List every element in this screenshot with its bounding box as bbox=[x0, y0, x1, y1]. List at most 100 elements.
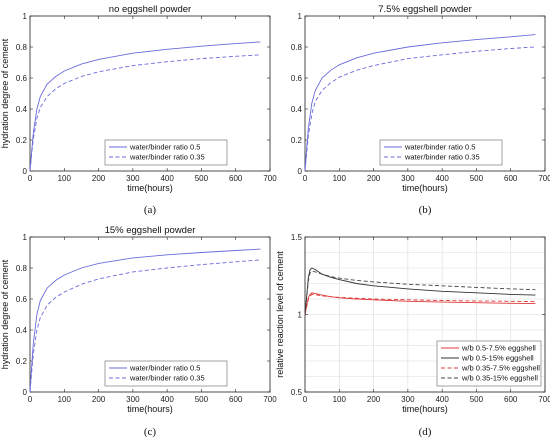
legend-label: w/b 0.5-7.5% eggshell bbox=[461, 344, 536, 353]
y-tick-label: 0.8 bbox=[16, 43, 28, 52]
x-tick-label: 200 bbox=[92, 174, 106, 183]
y-tick-label: 0.6 bbox=[16, 295, 28, 304]
x-tick-label: 600 bbox=[229, 174, 243, 183]
panel-caption: (a) bbox=[144, 204, 157, 216]
x-tick-label: 0 bbox=[303, 395, 308, 404]
legend-box bbox=[104, 139, 228, 166]
y-tick-label: 0.8 bbox=[16, 264, 28, 273]
x-tick-label: 200 bbox=[367, 174, 381, 183]
legend-label: w/b 0.5-15% eggshell bbox=[461, 354, 534, 363]
series-line-1 bbox=[304, 34, 536, 172]
series-line-2 bbox=[29, 54, 261, 172]
panel-caption: (c) bbox=[144, 426, 157, 438]
chart-panel-3: 0 100 200 300 400 500 600 700 0 0.2 0.4 0.6 0.8 1 15% … bbox=[0, 225, 277, 438]
x-axis-label: time(hours) bbox=[127, 404, 173, 414]
series-line-1 bbox=[29, 41, 261, 172]
y-axis-label: relative reaction level of cement bbox=[275, 251, 285, 378]
x-tick-label: 100 bbox=[333, 395, 347, 404]
y-tick-label: 1 bbox=[298, 311, 303, 320]
y-tick-label: 0.4 bbox=[16, 105, 28, 114]
x-tick-label: 300 bbox=[126, 174, 140, 183]
x-tick-label: 300 bbox=[401, 395, 415, 404]
x-tick-label: 300 bbox=[401, 174, 415, 183]
chart-title: 15% eggshell powder bbox=[105, 225, 196, 236]
legend-label: water/binder ratio 0.5 bbox=[129, 364, 200, 373]
y-axis-label: hydration degree of cement bbox=[0, 38, 10, 148]
plot-frame bbox=[29, 15, 271, 172]
legend-label: water/binder ratio 0.35 bbox=[404, 153, 480, 162]
y-tick-label: 0 bbox=[23, 167, 28, 176]
x-tick-label: 500 bbox=[470, 174, 484, 183]
plot-frame bbox=[304, 15, 546, 172]
y-tick-label: 0.6 bbox=[291, 74, 303, 83]
legend-label: water/binder ratio 0.5 bbox=[129, 143, 200, 152]
chart-panel-1: 0 100 200 300 400 500 600 700 0 0.2 0.4 0.6 0.8 1 no e… bbox=[0, 4, 277, 216]
y-tick-label: 0.4 bbox=[291, 105, 303, 114]
x-tick-label: 600 bbox=[504, 174, 518, 183]
x-tick-label: 700 bbox=[538, 174, 550, 183]
x-tick-label: 200 bbox=[367, 395, 381, 404]
x-axis-label: time(hours) bbox=[402, 183, 448, 193]
x-tick-label: 0 bbox=[303, 174, 308, 183]
series-line-2 bbox=[304, 46, 536, 172]
x-tick-label: 400 bbox=[160, 395, 174, 404]
series-line-1 bbox=[29, 248, 261, 393]
legend-label: w/b 0.35-7.5% eggshell bbox=[461, 364, 540, 373]
legend-box bbox=[436, 340, 542, 387]
x-tick-label: 700 bbox=[263, 174, 277, 183]
legend-box bbox=[104, 360, 228, 387]
series-line-2 bbox=[304, 267, 536, 315]
y-tick-label: 1 bbox=[23, 233, 28, 242]
chart-title: 7.5% eggshell powder bbox=[378, 4, 471, 15]
x-tick-label: 700 bbox=[538, 395, 550, 404]
x-tick-label: 500 bbox=[470, 395, 484, 404]
y-tick-label: 0 bbox=[23, 388, 28, 397]
legend-box bbox=[379, 139, 503, 166]
x-axis-label: time(hours) bbox=[402, 404, 448, 414]
panel-caption: (d) bbox=[419, 426, 432, 438]
y-tick-label: 1 bbox=[298, 12, 303, 21]
legend-label: w/b 0.35-15% eggshell bbox=[461, 374, 538, 383]
series-line-1 bbox=[304, 292, 536, 315]
y-tick-label: 0.2 bbox=[291, 136, 303, 145]
y-tick-label: 0.5 bbox=[291, 388, 303, 397]
series-line-4 bbox=[304, 270, 536, 315]
x-tick-label: 0 bbox=[28, 174, 33, 183]
x-tick-label: 500 bbox=[195, 174, 209, 183]
x-tick-label: 400 bbox=[160, 174, 174, 183]
x-tick-label: 700 bbox=[263, 395, 277, 404]
plot-frame bbox=[29, 236, 271, 393]
x-tick-label: 100 bbox=[58, 174, 72, 183]
x-axis-label: time(hours) bbox=[127, 183, 173, 193]
y-tick-label: 1.5 bbox=[291, 233, 303, 242]
x-tick-label: 400 bbox=[435, 395, 449, 404]
x-tick-label: 100 bbox=[58, 395, 72, 404]
x-tick-label: 400 bbox=[435, 174, 449, 183]
legend-label: water/binder ratio 0.35 bbox=[129, 374, 205, 383]
x-tick-label: 500 bbox=[195, 395, 209, 404]
x-tick-label: 0 bbox=[28, 395, 33, 404]
y-tick-label: 0.4 bbox=[16, 326, 28, 335]
x-tick-label: 100 bbox=[333, 174, 347, 183]
chart-panel-2: 0 100 200 300 400 500 600 700 0 0.2 0.4 0.6 0.8 1 7.5%… bbox=[291, 4, 550, 216]
x-tick-label: 300 bbox=[126, 395, 140, 404]
y-tick-label: 0.2 bbox=[16, 136, 28, 145]
y-tick-label: 0.6 bbox=[16, 74, 28, 83]
legend-label: water/binder ratio 0.35 bbox=[129, 153, 205, 162]
y-axis-label: hydration degree of cement bbox=[0, 259, 10, 369]
y-tick-label: 0.8 bbox=[291, 43, 303, 52]
y-tick-label: 0.2 bbox=[16, 357, 28, 366]
x-tick-label: 600 bbox=[504, 395, 518, 404]
series-line-3 bbox=[304, 293, 536, 315]
panel-caption: (b) bbox=[419, 204, 432, 216]
series-line-2 bbox=[29, 259, 261, 393]
legend-label: water/binder ratio 0.5 bbox=[404, 143, 475, 152]
chart-title: no eggshell powder bbox=[109, 4, 191, 15]
y-tick-label: 1 bbox=[23, 12, 28, 21]
chart-panel-4: 0 100 200 300 400 500 600 700 0.5 1 1.5 time(hours)… bbox=[275, 233, 550, 438]
